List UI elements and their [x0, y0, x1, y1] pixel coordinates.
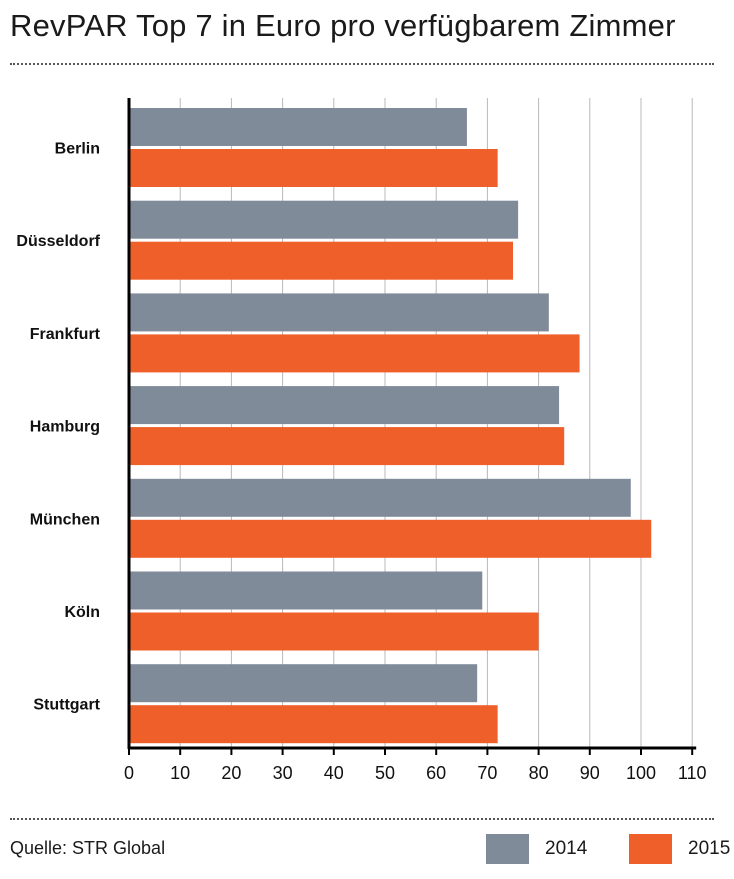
bar-frankfurt-2015	[129, 334, 580, 373]
bar-köln-2015	[129, 612, 539, 651]
chart-title: RevPAR Top 7 in Euro pro verfügbarem Zim…	[10, 8, 676, 43]
bar-hamburg-2014	[129, 386, 560, 425]
x-tick-label-40: 40	[324, 763, 344, 783]
bar-berlin-2014	[129, 108, 467, 146]
bar-münchen-2015	[129, 519, 652, 558]
legend-item-2014: 2014	[486, 834, 587, 864]
x-tick-label-10: 10	[170, 763, 190, 783]
x-tick-label-50: 50	[375, 763, 395, 783]
bar-münchen-2014	[129, 478, 631, 517]
x-tick-label-80: 80	[529, 763, 549, 783]
x-tick-label-90: 90	[580, 763, 600, 783]
x-tick-label-20: 20	[221, 763, 241, 783]
legend-swatch-2015	[629, 834, 672, 864]
bar-stuttgart-2014	[129, 664, 478, 703]
legend-swatch-2014	[486, 834, 529, 864]
category-label-0: Berlin	[55, 141, 100, 158]
x-tick-label-0: 0	[124, 763, 134, 783]
category-label-4: München	[30, 511, 100, 528]
legend-item-2015: 2015	[629, 834, 730, 864]
category-label-6: Stuttgart	[33, 697, 100, 714]
bottom-divider	[10, 818, 714, 820]
category-label-1: Düsseldorf	[16, 233, 100, 250]
x-tick-label-100: 100	[626, 763, 656, 783]
category-label-5: Köln	[64, 604, 100, 621]
x-tick-label-70: 70	[477, 763, 497, 783]
bar-frankfurt-2014	[129, 293, 549, 332]
x-tick-label-60: 60	[426, 763, 446, 783]
legend-label-2014: 2014	[545, 838, 588, 859]
bar-stuttgart-2015	[129, 705, 498, 744]
bar-düsseldorf-2015	[129, 241, 513, 280]
bar-köln-2014	[129, 571, 483, 610]
source-note: Quelle: STR Global	[10, 838, 166, 858]
x-tick-label-110: 110	[678, 763, 707, 783]
bar-hamburg-2015	[129, 427, 565, 466]
legend-label-2015: 2015	[688, 838, 731, 859]
top-divider	[10, 63, 714, 65]
category-label-2: Frankfurt	[30, 326, 101, 343]
bar-düsseldorf-2014	[129, 200, 519, 239]
x-tick-label-30: 30	[273, 763, 293, 783]
category-label-3: Hamburg	[30, 419, 100, 436]
bar-berlin-2015	[129, 149, 498, 187]
